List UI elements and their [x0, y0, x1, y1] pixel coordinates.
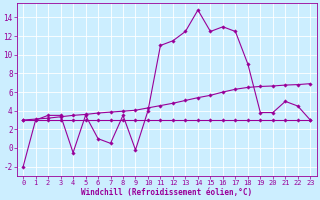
X-axis label: Windchill (Refroidissement éolien,°C): Windchill (Refroidissement éolien,°C) [81, 188, 252, 197]
